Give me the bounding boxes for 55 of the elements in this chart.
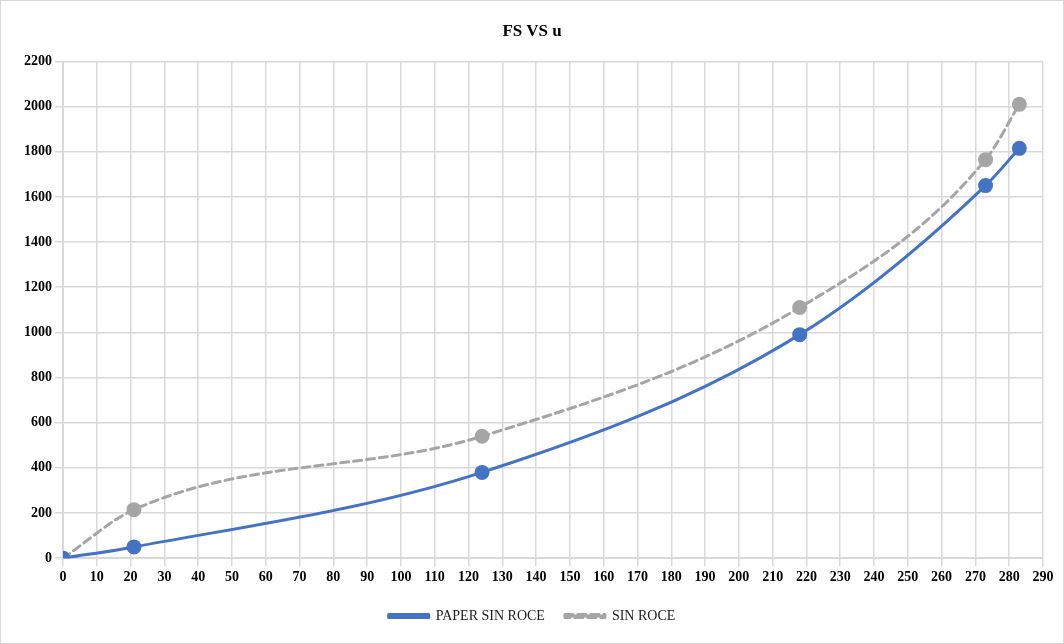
x-tick-label: 290: [1032, 569, 1054, 585]
x-tick-label: 90: [360, 569, 375, 585]
x-tick-label: 160: [593, 569, 615, 585]
x-tick-label: 250: [897, 569, 919, 585]
x-tick-label: 230: [829, 569, 851, 585]
point: [792, 327, 808, 343]
x-tick-label: 40: [191, 569, 206, 585]
x-tick-label: 190: [694, 569, 716, 585]
point: [792, 300, 808, 316]
x-tick-label: 260: [931, 569, 953, 585]
y-tick-label: 800: [31, 369, 52, 385]
x-tick-label: 130: [491, 569, 513, 585]
x-tick-label: 10: [89, 569, 104, 585]
x-tick-label: 240: [863, 569, 885, 585]
x-tick-label: 20: [123, 569, 138, 585]
y-tick-label: 0: [45, 549, 52, 565]
y-tick-label: 1200: [24, 278, 52, 294]
x-tick-label: 50: [224, 569, 239, 585]
y-tick-label: 2000: [24, 98, 52, 114]
x-tick-label: 0: [59, 569, 67, 585]
point: [126, 539, 142, 555]
point: [1011, 140, 1027, 156]
x-tick-label: 110: [424, 569, 445, 585]
point: [1011, 96, 1027, 112]
y-tick-label: 1000: [24, 323, 52, 339]
x-tick-label: 200: [728, 569, 750, 585]
legend-label: PAPER SIN ROCE: [435, 607, 545, 623]
point: [978, 152, 994, 168]
chart-title: FS VS u: [502, 20, 562, 40]
x-tick-label: 120: [458, 569, 480, 585]
x-tick-label: 220: [795, 569, 817, 585]
x-tick-label: 100: [390, 569, 412, 585]
x-tick-label: 180: [660, 569, 682, 585]
x-tick-label: 30: [157, 569, 172, 585]
point: [474, 464, 490, 480]
x-tick-label: 80: [326, 569, 341, 585]
point: [126, 502, 142, 518]
point: [474, 428, 490, 444]
x-tick-label: 140: [525, 569, 547, 585]
x-tick-label: 280: [998, 569, 1020, 585]
legend-label: SIN ROCE: [611, 607, 676, 623]
y-tick-label: 400: [31, 459, 52, 475]
y-tick-label: 1600: [24, 188, 52, 204]
x-tick-label: 210: [762, 569, 784, 585]
point: [978, 178, 994, 194]
x-tick-label: 270: [964, 569, 986, 585]
x-tick-label: 60: [258, 569, 273, 585]
x-tick-label: 70: [292, 569, 307, 585]
y-tick-label: 1400: [24, 233, 52, 249]
x-tick-label: 170: [626, 569, 648, 585]
x-tick-label: 150: [559, 569, 581, 585]
y-tick-label: 600: [31, 414, 52, 430]
y-tick-label: 200: [31, 504, 52, 520]
y-tick-label: 2200: [24, 53, 52, 69]
y-tick-label: 1800: [24, 143, 52, 159]
